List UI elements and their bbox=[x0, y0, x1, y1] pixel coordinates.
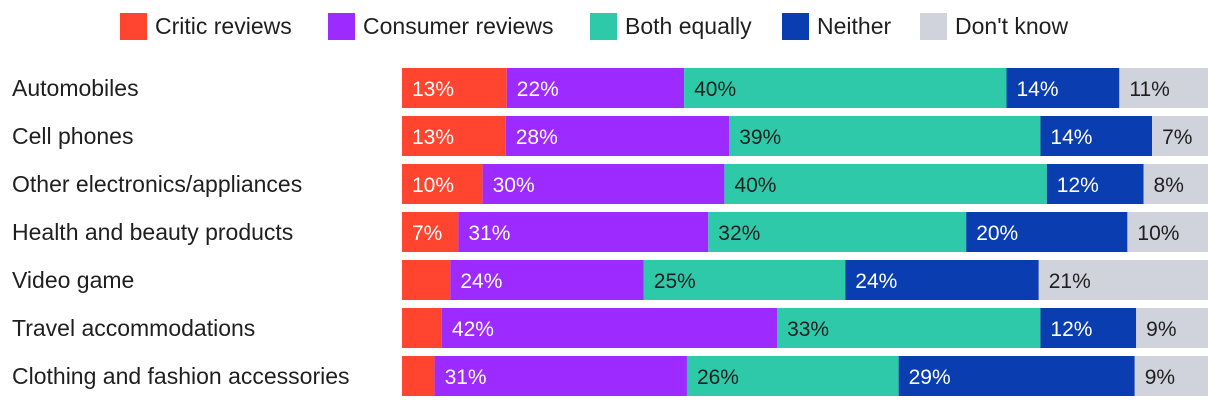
legend-label-consumer-reviews: Consumer reviews bbox=[363, 13, 553, 39]
bar-segment-both-equally bbox=[708, 212, 967, 252]
legend-label-don-t-know: Don't know bbox=[955, 13, 1068, 39]
bar-segment-don-t-know bbox=[1127, 212, 1208, 252]
bar-segment-critic-reviews bbox=[402, 356, 435, 396]
data-label: 7% bbox=[412, 222, 442, 245]
data-label: 14% bbox=[1017, 78, 1059, 101]
data-label: 26% bbox=[697, 366, 739, 389]
data-label: 24% bbox=[460, 270, 502, 293]
bar-segment-critic-reviews bbox=[402, 116, 506, 156]
category-label: Clothing and fashion accessories bbox=[12, 363, 350, 389]
legend-swatch-critic-reviews bbox=[120, 13, 147, 40]
bar-segment-consumer-reviews bbox=[458, 212, 709, 252]
bar-segment-both-equally bbox=[724, 164, 1047, 204]
bar-segment-both-equally bbox=[643, 260, 846, 300]
data-label: 33% bbox=[787, 318, 829, 341]
category-label: Travel accommodations bbox=[12, 315, 255, 341]
data-label: 31% bbox=[468, 222, 510, 245]
data-label: 10% bbox=[412, 174, 454, 197]
bar-segment-consumer-reviews bbox=[441, 308, 778, 348]
bar-segment-both-equally bbox=[686, 356, 899, 396]
bar-segment-consumer-reviews bbox=[505, 116, 730, 156]
data-label: 12% bbox=[1057, 174, 1099, 197]
data-label: 13% bbox=[412, 78, 454, 101]
bar-segment-neither bbox=[1040, 308, 1137, 348]
bars: 13% 22% 40% 14% 11% 13% 28% 39% 14% 7% 10% 30% 40% 12… bbox=[402, 68, 1208, 396]
bar-segment-don-t-know bbox=[1119, 68, 1208, 108]
category-labels: Automobiles Cell phones Other electronics/… bbox=[12, 75, 350, 389]
bar-segment-consumer-reviews bbox=[434, 356, 687, 396]
category-label: Health and beauty products bbox=[12, 219, 293, 245]
data-label: 28% bbox=[516, 126, 558, 149]
data-label: 29% bbox=[909, 366, 951, 389]
bar-segment-critic-reviews bbox=[402, 308, 442, 348]
category-label: Cell phones bbox=[12, 123, 133, 149]
bar-segment-critic-reviews bbox=[402, 68, 507, 108]
data-label: 20% bbox=[976, 222, 1018, 245]
category-label: Video game bbox=[12, 267, 134, 293]
bar-segment-critic-reviews bbox=[402, 164, 483, 204]
data-label: 40% bbox=[694, 78, 736, 101]
data-label: 14% bbox=[1050, 126, 1092, 149]
bar-segment-neither bbox=[845, 260, 1039, 300]
bar-segment-neither bbox=[966, 212, 1128, 252]
data-label: 8% bbox=[1154, 174, 1184, 197]
legend: Critic reviews Consumer reviews Both equal… bbox=[120, 13, 1068, 40]
bar-segment-neither bbox=[1006, 68, 1120, 108]
data-label: 13% bbox=[412, 126, 454, 149]
bar-segment-neither bbox=[898, 356, 1135, 396]
bar-segment-critic-reviews bbox=[402, 260, 451, 300]
bar-segment-neither bbox=[1046, 164, 1144, 204]
category-label: Other electronics/appliances bbox=[12, 171, 302, 197]
data-label: 10% bbox=[1137, 222, 1179, 245]
bar-segment-both-equally bbox=[777, 308, 1041, 348]
legend-swatch-neither bbox=[782, 13, 809, 40]
bar-segment-don-t-know bbox=[1038, 260, 1208, 300]
data-label: 7% bbox=[1162, 126, 1192, 149]
bar-segment-don-t-know bbox=[1134, 356, 1208, 396]
data-label: 39% bbox=[739, 126, 781, 149]
data-label: 40% bbox=[734, 174, 776, 197]
bar-segment-critic-reviews bbox=[402, 212, 459, 252]
bar-segment-neither bbox=[1040, 116, 1153, 156]
data-label: 32% bbox=[718, 222, 760, 245]
legend-label-neither: Neither bbox=[817, 13, 891, 39]
data-label: 9% bbox=[1146, 318, 1176, 341]
legend-label-both-equally: Both equally bbox=[625, 13, 752, 39]
bar-segment-consumer-reviews bbox=[482, 164, 725, 204]
data-label: 25% bbox=[654, 270, 696, 293]
legend-swatch-both-equally bbox=[590, 13, 617, 40]
bar-segment-don-t-know bbox=[1136, 308, 1208, 348]
data-label: 21% bbox=[1049, 270, 1091, 293]
legend-swatch-consumer-reviews bbox=[328, 13, 355, 40]
bar-segment-consumer-reviews bbox=[450, 260, 644, 300]
data-label: 31% bbox=[445, 366, 487, 389]
legend-label-critic-reviews: Critic reviews bbox=[155, 13, 292, 39]
data-label: 22% bbox=[517, 78, 559, 101]
bar-segment-don-t-know bbox=[1143, 164, 1208, 204]
bar-segment-both-equally bbox=[684, 68, 1007, 108]
data-label: 12% bbox=[1050, 318, 1092, 341]
legend-swatch-don-t-know bbox=[920, 13, 947, 40]
category-label: Automobiles bbox=[12, 75, 139, 101]
bar-segment-don-t-know bbox=[1152, 116, 1208, 156]
data-label: 9% bbox=[1145, 366, 1175, 389]
data-label: 24% bbox=[855, 270, 897, 293]
bar-segment-consumer-reviews bbox=[506, 68, 685, 108]
data-label: 11% bbox=[1129, 78, 1169, 101]
bar-segment-both-equally bbox=[729, 116, 1041, 156]
data-label: 30% bbox=[493, 174, 535, 197]
data-label: 42% bbox=[452, 318, 494, 341]
